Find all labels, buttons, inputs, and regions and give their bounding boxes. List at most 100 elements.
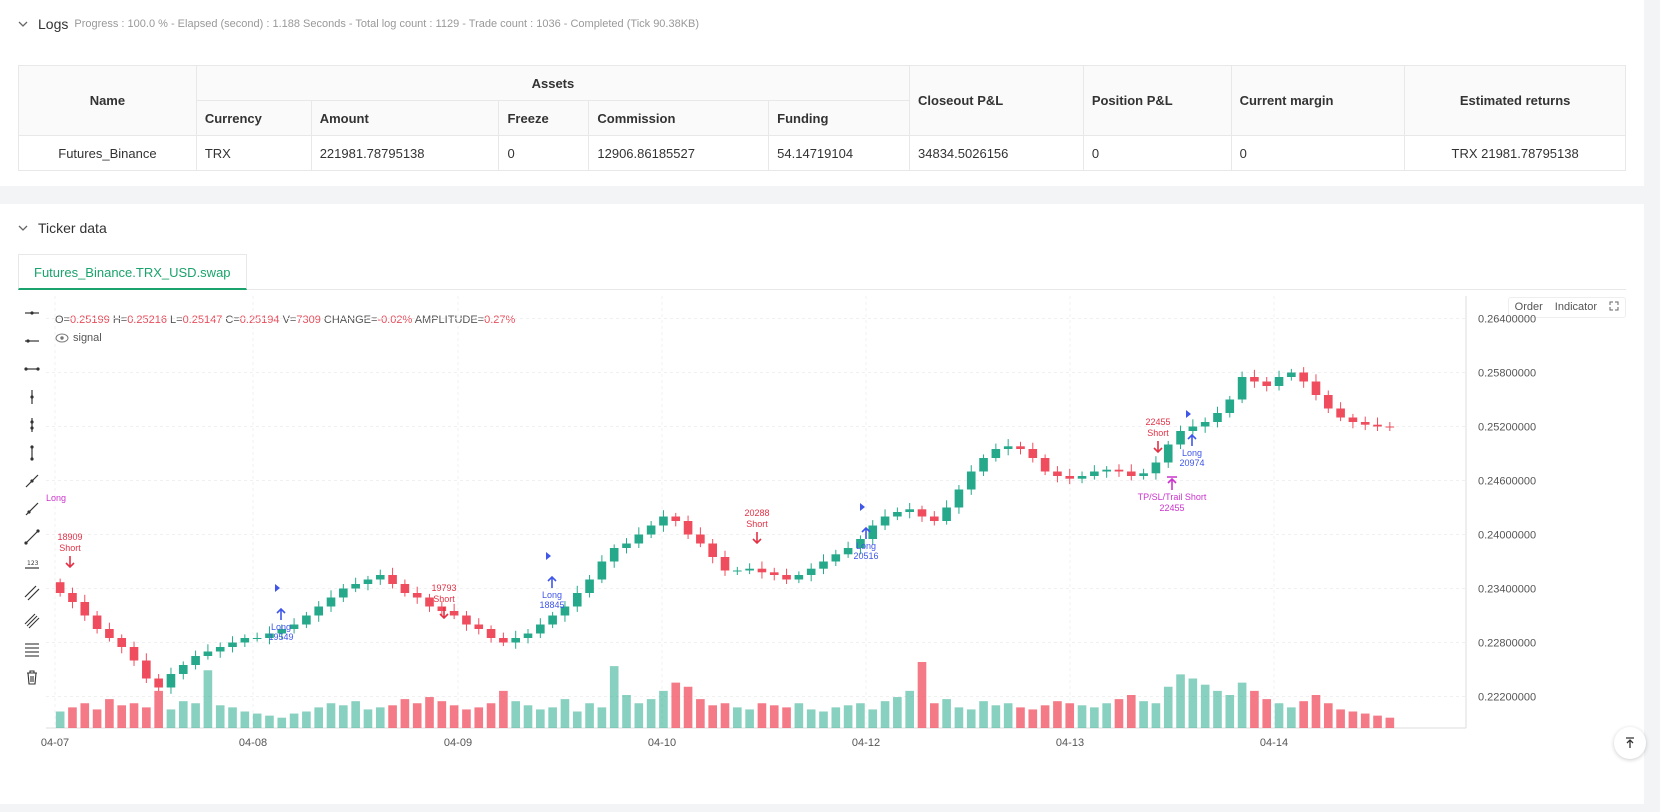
tab-futures-binance[interactable]: Futures_Binance.TRX_USD.swap bbox=[18, 254, 247, 290]
volume-bar bbox=[597, 707, 607, 728]
candle-body bbox=[1040, 458, 1050, 472]
time-tick-label: 04-09 bbox=[444, 737, 472, 749]
fib-channel-tool-icon[interactable] bbox=[20, 610, 44, 632]
volume-bar bbox=[585, 703, 594, 728]
volume-bar bbox=[609, 666, 619, 728]
volume-bar bbox=[769, 705, 779, 728]
horizontal-line-tool-icon[interactable] bbox=[20, 302, 44, 324]
volume-bar bbox=[1385, 717, 1395, 728]
candle-body bbox=[1373, 424, 1382, 427]
candle-body bbox=[1287, 372, 1296, 377]
long-signal-label: Long bbox=[542, 590, 562, 600]
candle-body bbox=[425, 597, 434, 607]
volume-bar bbox=[1348, 711, 1358, 728]
time-tick-label: 04-14 bbox=[1260, 737, 1288, 749]
volume-bar bbox=[1360, 713, 1370, 728]
volume-bar bbox=[1102, 703, 1111, 728]
volume-bar bbox=[1003, 703, 1013, 728]
candle-body bbox=[1102, 469, 1111, 472]
short-arrow-icon bbox=[752, 532, 762, 545]
candle-body bbox=[893, 512, 902, 517]
candle-body bbox=[191, 656, 200, 665]
candle-body bbox=[1016, 446, 1025, 449]
logs-header[interactable]: Logs Progress : 100.0 % - Elapsed (secon… bbox=[18, 16, 699, 32]
candle-body bbox=[745, 568, 754, 571]
indicator-button[interactable]: Indicator bbox=[1554, 301, 1597, 313]
candle-body bbox=[696, 534, 705, 544]
volume-bar bbox=[1077, 705, 1087, 728]
volume-bar bbox=[831, 707, 841, 728]
high-label: H= bbox=[112, 314, 128, 326]
cell-freeze: 0 bbox=[498, 135, 590, 171]
col-returns: Estimated returns bbox=[1404, 65, 1626, 136]
candle-body bbox=[979, 458, 988, 472]
candle-body bbox=[437, 606, 447, 611]
trend-ray-tool-icon[interactable] bbox=[20, 498, 44, 520]
volume-bar bbox=[536, 709, 545, 728]
fib-retracement-tool-icon[interactable] bbox=[20, 638, 44, 660]
candle-body bbox=[339, 588, 348, 598]
candle-body bbox=[683, 521, 693, 535]
entry-marker-icon bbox=[546, 552, 551, 560]
vertical-ray-tool-icon[interactable] bbox=[20, 414, 44, 436]
volume-bar bbox=[979, 701, 988, 728]
long-signal-price: 20974 bbox=[1179, 458, 1204, 468]
scroll-to-top-button[interactable] bbox=[1614, 727, 1646, 759]
fullscreen-icon[interactable] bbox=[1603, 298, 1625, 317]
trend-line-tool-icon[interactable] bbox=[20, 470, 44, 492]
volume-bar bbox=[1336, 709, 1345, 728]
candle-body bbox=[474, 624, 484, 629]
logs-panel: Logs Progress : 100.0 % - Elapsed (secon… bbox=[0, 0, 1644, 186]
order-button[interactable]: Order bbox=[1514, 301, 1543, 313]
candle-body bbox=[1225, 399, 1235, 413]
arrow-up-icon bbox=[1626, 737, 1634, 748]
change-label: CHANGE= bbox=[323, 314, 378, 326]
col-margin: Current margin bbox=[1230, 65, 1406, 136]
candle-body bbox=[1200, 422, 1210, 427]
col-commission: Commission bbox=[588, 100, 770, 136]
candle-body bbox=[1274, 377, 1284, 386]
vertical-line-tool-icon[interactable] bbox=[20, 386, 44, 408]
horizontal-segment-tool-icon[interactable] bbox=[20, 358, 44, 380]
vertical-segment-tool-icon[interactable] bbox=[20, 442, 44, 464]
chevron-down-icon[interactable] bbox=[18, 223, 28, 233]
candle-body bbox=[1163, 444, 1173, 463]
short-arrow-icon bbox=[1153, 441, 1163, 454]
low-label: L= bbox=[170, 314, 183, 326]
volume-bar bbox=[289, 713, 299, 728]
volume-bar bbox=[412, 703, 422, 728]
volume-bar bbox=[68, 707, 77, 728]
volume-bar bbox=[1114, 699, 1124, 728]
trend-segment-tool-icon[interactable] bbox=[20, 526, 44, 548]
candle-body bbox=[375, 575, 385, 580]
candle-body bbox=[1262, 381, 1272, 386]
parallel-channel-tool-icon[interactable] bbox=[20, 582, 44, 604]
eye-icon[interactable] bbox=[55, 333, 69, 343]
trash-icon[interactable] bbox=[20, 666, 44, 688]
candle-body bbox=[954, 489, 964, 508]
volume-bar bbox=[1237, 682, 1247, 728]
chevron-down-icon[interactable] bbox=[18, 19, 28, 29]
cell-returns: TRX 21981.78795138 bbox=[1404, 135, 1626, 171]
candle-body bbox=[1348, 417, 1358, 422]
short-arrow-icon bbox=[439, 607, 449, 620]
volume-bar bbox=[449, 705, 459, 728]
volume-bar bbox=[339, 705, 348, 728]
tp-signal-price: 22455 bbox=[1159, 503, 1184, 513]
signal-indicator-toggle[interactable]: signal bbox=[55, 332, 102, 344]
volume-bar bbox=[129, 703, 139, 728]
candle-body bbox=[351, 584, 360, 589]
volume-bar bbox=[929, 703, 939, 728]
volume-bar bbox=[351, 701, 360, 728]
candle-body bbox=[1385, 426, 1395, 428]
ticker-header[interactable]: Ticker data bbox=[18, 220, 107, 236]
volume-bar bbox=[622, 695, 631, 728]
high-value: 0.25216 bbox=[127, 314, 167, 326]
price-label-tool-icon[interactable]: 123 bbox=[20, 554, 44, 576]
candlestick-chart[interactable]: 0.26400000 0.25800000 0.25200000 0.24600000… bbox=[0, 296, 1644, 786]
volume-bar bbox=[486, 703, 496, 728]
col-funding: Funding bbox=[768, 100, 911, 136]
logs-progress: Progress : 100.0 % - Elapsed (second) : … bbox=[74, 18, 700, 30]
volume-bar bbox=[1176, 674, 1185, 728]
horizontal-ray-tool-icon[interactable] bbox=[20, 330, 44, 352]
